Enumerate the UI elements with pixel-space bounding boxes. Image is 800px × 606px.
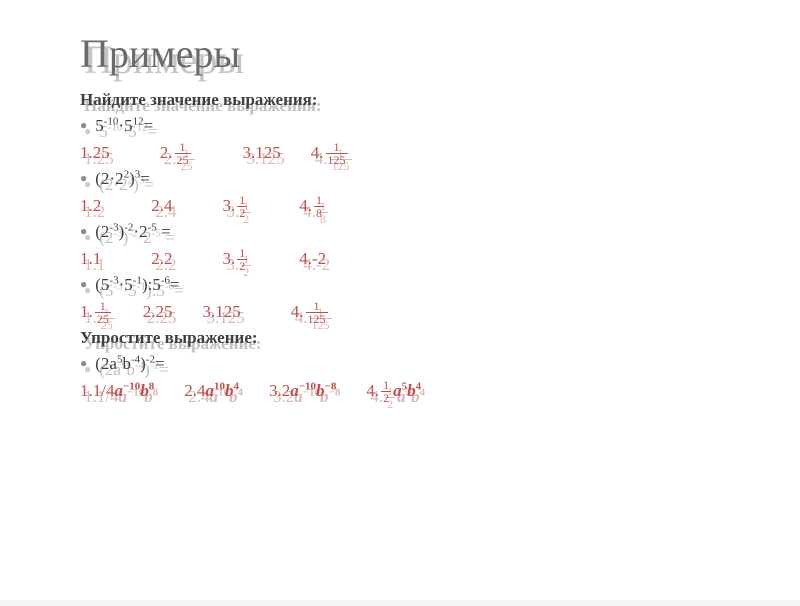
p2-expr: (2·22)3= [80, 166, 740, 192]
p4-expr: (5-3·5-1):5-6= [80, 272, 740, 298]
content-layer: Примеры Найдите значение выражения: 5-10… [0, 0, 800, 600]
p3-ans: 1.12.23.124.-2 [80, 246, 740, 273]
simp-expr: (2a5b-4)-2= [80, 351, 740, 377]
p1-expr: 5-10·512= [80, 113, 740, 139]
slide: Примеры Найдите значение выражения: 5-10… [0, 0, 800, 600]
slide-title: Примеры [80, 30, 740, 77]
p4-ans: 1.1252.253.1254.1125 [80, 299, 740, 326]
heading: Найдите значение выражения: [80, 87, 740, 113]
simp-ans: 1.1/4a−10b82.4a10b43.2a−10b−84.12a5b4 [80, 378, 740, 405]
p3-expr: (2-3)-2·2-5 = [80, 219, 740, 245]
simp-heading: Упростите выражение: [80, 325, 740, 351]
p2-ans: 1.22.43.124.18 [80, 193, 740, 220]
p1-ans: 1.252.1253.1254.1125 [80, 140, 740, 167]
